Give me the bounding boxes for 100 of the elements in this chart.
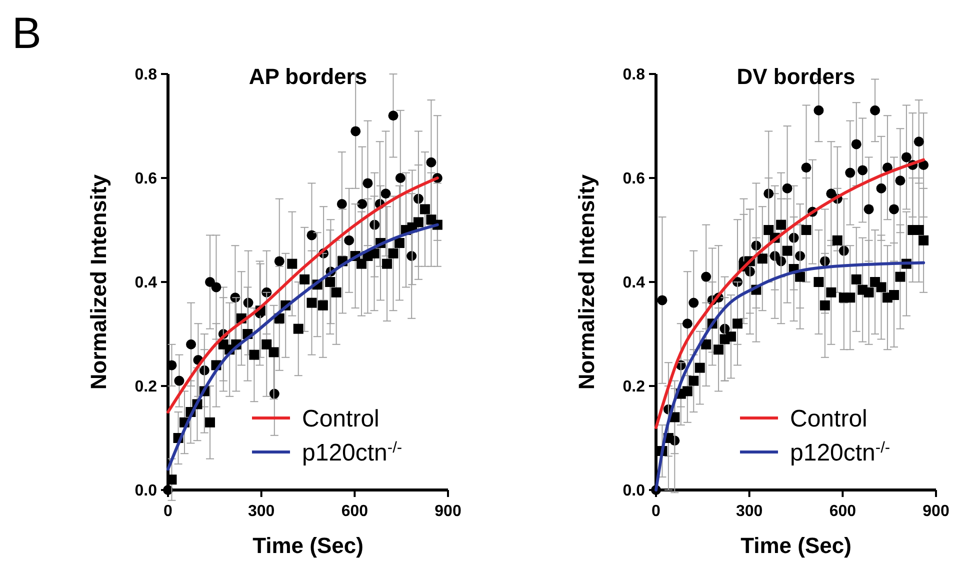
point — [682, 318, 692, 329]
point — [369, 248, 380, 258]
point — [876, 282, 886, 292]
y-tick-label: 0.8 — [622, 66, 646, 84]
point — [318, 300, 328, 310]
point — [820, 300, 830, 310]
point — [694, 362, 705, 373]
y-tick-label: 0.2 — [622, 378, 646, 396]
point — [870, 105, 880, 116]
point — [895, 272, 906, 282]
point — [845, 292, 856, 303]
point — [211, 282, 222, 292]
point — [287, 258, 298, 269]
legend-label: Control — [790, 405, 868, 432]
point — [795, 272, 806, 282]
point — [851, 274, 862, 284]
y-tick-label: 0.0 — [622, 482, 646, 500]
point — [382, 258, 392, 269]
point — [832, 235, 842, 246]
y-tick-label: 0.4 — [622, 274, 646, 292]
point — [350, 126, 361, 136]
point — [262, 339, 272, 350]
point — [858, 165, 868, 176]
point — [764, 225, 774, 235]
point — [331, 287, 342, 298]
point — [814, 277, 824, 287]
point — [876, 183, 886, 194]
point — [657, 295, 668, 306]
point — [293, 324, 304, 334]
point — [782, 183, 792, 194]
point — [889, 204, 899, 214]
point — [205, 417, 215, 428]
x-tick-label: 600 — [341, 503, 368, 520]
x-tick-label: 300 — [248, 503, 275, 520]
point — [300, 274, 310, 284]
point — [814, 105, 824, 116]
y-tick-label: 0.0 — [134, 482, 158, 500]
point — [174, 376, 184, 386]
x-tick-label: 300 — [736, 503, 763, 520]
x-axis-title: Time (Sec) — [252, 533, 364, 558]
point — [395, 173, 406, 183]
point — [380, 188, 391, 199]
y-tick-label: 0.6 — [134, 170, 158, 188]
point — [918, 235, 929, 246]
point — [851, 139, 862, 150]
point — [388, 110, 398, 121]
point — [688, 298, 699, 308]
point — [344, 235, 354, 246]
legend-label: p120ctn$^{-/-}$ — [790, 438, 890, 466]
point — [306, 230, 317, 240]
point — [782, 246, 792, 256]
point — [914, 136, 924, 147]
point — [413, 217, 424, 228]
x-tick-label: 0 — [164, 503, 173, 520]
point — [776, 220, 786, 230]
y-tick-label: 0.8 — [134, 66, 158, 84]
point — [186, 339, 196, 350]
text: B — [12, 9, 42, 58]
point — [426, 157, 436, 168]
point — [357, 199, 368, 209]
point — [901, 152, 912, 162]
chart-title: AP borders — [248, 64, 368, 89]
point — [336, 199, 347, 209]
y-axis-title: Normalized Intensity — [86, 174, 111, 390]
x-tick-label: 600 — [829, 503, 856, 520]
y-tick-label: 0.6 — [622, 170, 646, 188]
point — [864, 287, 874, 298]
point — [274, 256, 284, 266]
y-tick-label: 0.2 — [134, 378, 158, 396]
x-axis-title: Time (Sec) — [740, 533, 852, 558]
point — [732, 318, 743, 329]
point — [714, 344, 724, 355]
point — [895, 176, 906, 186]
legend-label: p120ctn$^{-/-}$ — [302, 438, 402, 466]
point — [268, 347, 279, 358]
point — [306, 298, 317, 308]
legend-label: Control — [302, 405, 380, 432]
x-tick-label: 0 — [652, 503, 661, 520]
point — [757, 254, 768, 264]
x-tick-label: 900 — [434, 503, 462, 520]
point — [249, 350, 260, 360]
chart-title: DV borders — [736, 64, 856, 89]
point — [864, 204, 874, 214]
point — [826, 287, 836, 298]
x-tick-label: 900 — [922, 503, 950, 520]
point — [889, 290, 899, 300]
point — [726, 332, 736, 342]
point — [845, 168, 856, 178]
point — [688, 376, 699, 386]
point — [420, 204, 430, 214]
y-axis-title: Normalized Intensity — [574, 174, 599, 390]
point — [682, 386, 692, 396]
point — [325, 277, 336, 287]
point — [394, 238, 404, 248]
point — [205, 277, 215, 287]
point — [388, 248, 398, 258]
point — [701, 272, 712, 282]
y-tick-label: 0.4 — [134, 274, 158, 292]
point — [801, 225, 812, 235]
point — [356, 258, 367, 269]
